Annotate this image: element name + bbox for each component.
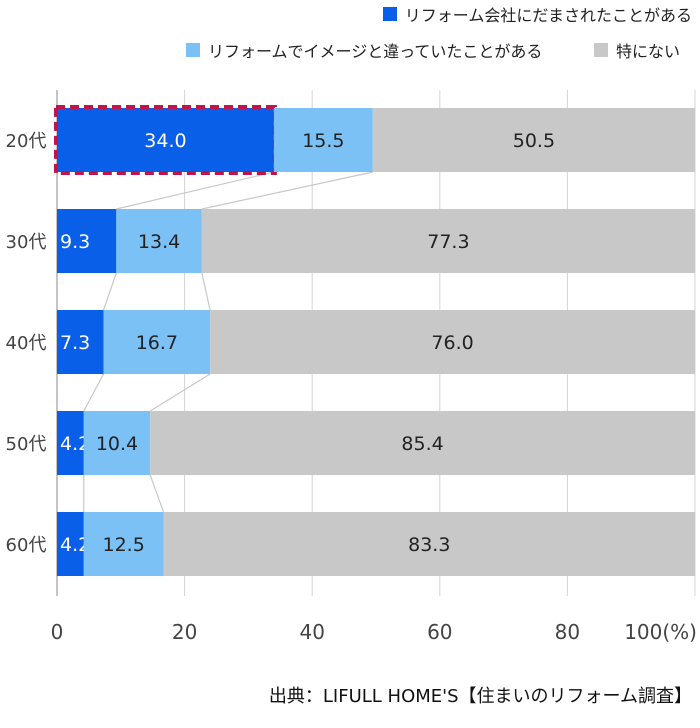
data-label: 9.3 [60,231,90,253]
data-label: 76.0 [431,332,473,354]
data-label: 12.5 [103,534,145,556]
connector-line [83,373,105,412]
connector-line [103,272,117,311]
data-label: 10.4 [96,433,138,455]
data-label: 4.2 [60,433,90,455]
legend-swatch-none [594,43,608,57]
x-tick-label: 20 [172,620,197,644]
data-label: 15.5 [302,130,344,152]
connector-line [201,272,211,311]
legend-swatch-different [186,43,200,57]
bar-segment [83,411,151,475]
data-label: 77.3 [427,231,469,253]
x-tick-label: 100(%) [624,620,697,644]
legend-item-deceived: リフォーム会社にだまされたことがある [382,2,692,26]
legend-label-deceived: リフォーム会社にだまされたことがある [404,6,692,25]
data-label: 7.3 [60,332,90,354]
category-label: 60代 [6,535,47,556]
bar-segment [372,108,695,172]
legend-label-none: 特にない [616,42,681,61]
x-tick-label: 40 [299,620,324,644]
data-label: 50.5 [513,130,555,152]
connector-line [201,171,373,210]
bar-segment [103,310,211,374]
legend-swatch-deceived [382,7,397,21]
connector-line [149,373,211,412]
data-label: 83.3 [408,534,450,556]
bar-segment [57,411,84,475]
connector-line [116,171,275,210]
x-tick-label: 60 [427,620,452,644]
source-note: 出典：LIFULL HOME'S【住まいのリフォーム調査】 [268,686,692,707]
data-label: 34.0 [144,130,186,152]
bar-segment [163,512,695,576]
bar-segment [210,310,695,374]
category-label: 30代 [6,232,47,253]
bar-segment [57,310,104,374]
bar-segment [83,512,164,576]
bar-segment [57,108,274,172]
connector-lines [83,171,373,513]
category-label: 20代 [6,131,47,152]
legend-label-different: リフォームでイメージと違っていたことがある [208,42,543,61]
data-label: 13.4 [138,231,180,253]
x-tick-label: 80 [555,620,580,644]
legend-item-none: 特にない [594,38,680,62]
legend-item-different: リフォームでイメージと違っていたことがある [186,38,542,62]
highlight-box [54,105,277,175]
category-labels: 20代 30代 40代 50代 60代 [6,131,47,556]
category-label: 50代 [6,434,47,455]
x-tick-label: 0 [51,620,64,644]
bar-segment [116,209,202,273]
x-tick-labels: 0 20 40 60 80 100(%) [51,620,697,644]
bar-segment [150,411,695,475]
category-label: 40代 [6,333,47,354]
bar-segment [57,209,117,273]
connector-line [149,474,165,513]
data-label: 16.7 [136,332,178,354]
bar-segment [273,108,373,172]
data-label: 85.4 [401,433,443,455]
bars: 34.0 15.5 50.5 9.3 13.4 77.3 7.3 16.7 76.0 4.2 10.… [54,105,696,576]
data-label: 4.2 [60,534,90,556]
bar-segment [201,209,696,273]
bar-segment [57,512,84,576]
